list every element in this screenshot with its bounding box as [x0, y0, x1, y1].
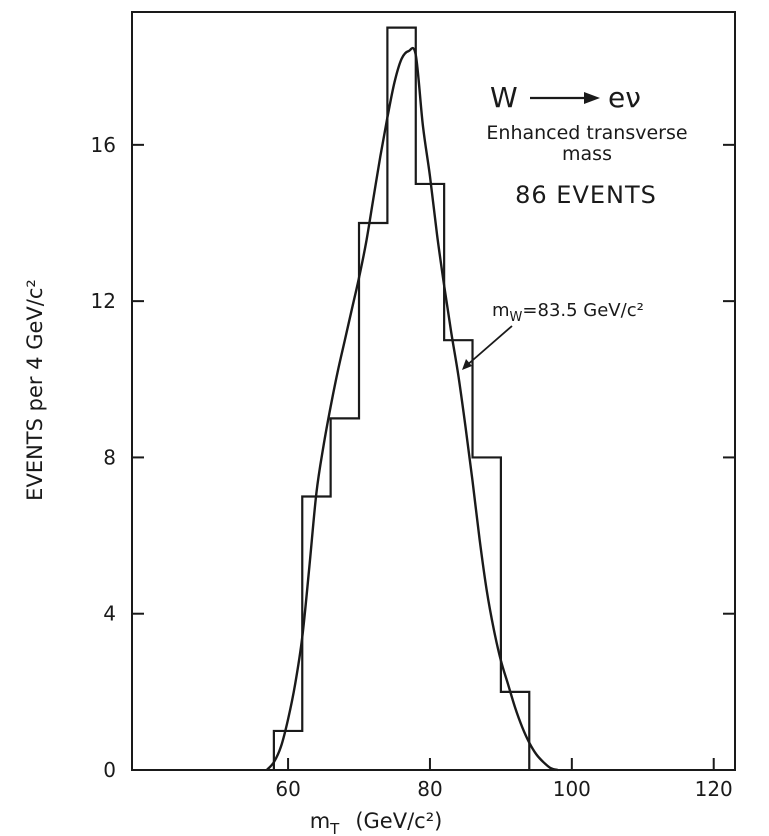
fit-curve-label: mW=83.5 GeV/c²	[492, 300, 644, 325]
plot-frame	[131, 11, 736, 771]
x-tick-label: 100	[553, 777, 591, 801]
x-tick-label: 120	[695, 777, 733, 801]
y-axis-title: EVENTS per 4 GeV/c²	[23, 279, 47, 501]
events-count: 86 EVENTS	[515, 181, 657, 209]
fit-label-sub: W	[510, 310, 523, 325]
histogram-bar	[359, 223, 387, 770]
y-tick-label: 0	[103, 758, 116, 782]
fit-label-main: m	[492, 300, 510, 321]
y-tick-label: 8	[103, 445, 116, 469]
process-w: W	[490, 81, 518, 114]
axis-ticks: 0 4 8 12 16 60 80 100 120	[91, 133, 735, 801]
process-ev: eν	[608, 81, 641, 114]
histogram-bar	[416, 184, 444, 770]
histogram-bar	[473, 457, 501, 770]
desc-line1: Enhanced transverse	[486, 122, 687, 144]
fit-label-pointer-head	[462, 359, 472, 370]
fit-label-pointer	[465, 325, 513, 367]
x-axis-title-sub: T	[329, 820, 340, 836]
x-tick-label: 60	[275, 777, 300, 801]
x-tick-label: 80	[417, 777, 442, 801]
y-tick-label: 16	[91, 133, 116, 157]
histogram-bar	[331, 418, 359, 770]
y-tick-label: 4	[103, 602, 116, 626]
x-axis-title-main: m	[310, 809, 330, 833]
histogram-bar	[444, 340, 472, 770]
fit-curve	[265, 46, 558, 772]
histogram-bar	[302, 496, 330, 770]
process-arrow-head	[584, 92, 600, 104]
y-tick-label: 12	[91, 289, 116, 313]
fit-label-rest: =83.5 GeV/c²	[522, 300, 643, 321]
histogram-steps	[272, 26, 531, 770]
x-axis-title-units: (GeV/c²)	[355, 809, 442, 833]
desc-line2: mass	[562, 143, 612, 165]
x-axis-title: mT (GeV/c²)	[310, 809, 443, 836]
histogram-bar	[387, 28, 415, 770]
